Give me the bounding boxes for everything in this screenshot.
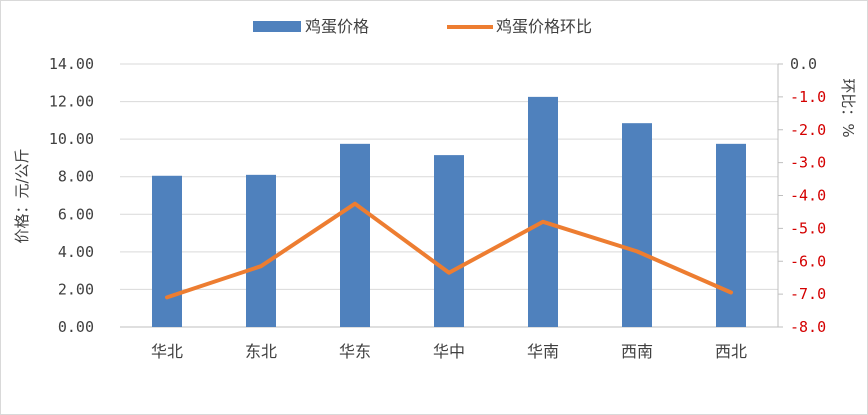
bar-series bbox=[152, 96, 746, 327]
category-label: 华北 bbox=[151, 342, 183, 361]
bar bbox=[528, 96, 558, 327]
line-series bbox=[165, 201, 733, 300]
line-point bbox=[259, 264, 263, 268]
legend: 鸡蛋价格 鸡蛋价格环比 bbox=[253, 17, 592, 36]
left-tick-label: 10.00 bbox=[49, 130, 94, 148]
category-label: 西北 bbox=[715, 342, 747, 361]
legend-swatch-bar bbox=[253, 21, 301, 32]
right-tick-label: -7.0 bbox=[790, 285, 826, 303]
left-tick-label: 8.00 bbox=[58, 168, 94, 186]
line-point bbox=[635, 249, 639, 253]
legend-label-line: 鸡蛋价格环比 bbox=[496, 17, 592, 36]
category-label: 东北 bbox=[245, 342, 277, 361]
legend-label-bar: 鸡蛋价格 bbox=[305, 17, 369, 36]
right-axis-ticks: -8.0 -7.0 -6.0 -5.0 -4.0 -3.0 -2.0 -1.0 0.0 bbox=[778, 55, 826, 336]
bar bbox=[340, 143, 370, 327]
line-point bbox=[353, 202, 357, 206]
line-point bbox=[447, 271, 451, 275]
bar bbox=[622, 123, 652, 327]
bar bbox=[152, 175, 182, 327]
bar bbox=[434, 155, 464, 327]
left-tick-label: 0.00 bbox=[58, 318, 94, 336]
category-axis-labels: 华北 东北 华东 华中 华南 西南 西北 bbox=[151, 342, 747, 361]
category-label: 西南 bbox=[621, 342, 653, 361]
left-tick-label: 14.00 bbox=[49, 55, 94, 73]
right-tick-label: -3.0 bbox=[790, 154, 826, 172]
category-label: 华东 bbox=[339, 342, 371, 361]
line-point bbox=[729, 290, 733, 294]
left-tick-label: 12.00 bbox=[49, 93, 94, 111]
left-tick-label: 4.00 bbox=[58, 243, 94, 261]
left-tick-label: 2.00 bbox=[58, 280, 94, 298]
bar bbox=[246, 174, 276, 327]
left-tick-label: 6.00 bbox=[58, 205, 94, 223]
right-tick-label: 0.0 bbox=[790, 55, 817, 73]
left-axis-title: 价格：元/公斤 bbox=[13, 148, 31, 243]
right-tick-label: -8.0 bbox=[790, 318, 826, 336]
category-label: 华南 bbox=[527, 342, 559, 361]
right-tick-label: -2.0 bbox=[790, 121, 826, 139]
left-axis-ticks: 0.00 2.00 4.00 6.00 8.00 10.00 12.00 14.00 bbox=[49, 55, 94, 336]
bar bbox=[716, 143, 746, 327]
line-point bbox=[541, 220, 545, 224]
right-axis-title: 环比：% bbox=[839, 78, 857, 137]
category-label: 华中 bbox=[433, 342, 465, 361]
right-tick-label: -5.0 bbox=[790, 219, 826, 237]
right-tick-label: -4.0 bbox=[790, 187, 826, 205]
line-point bbox=[165, 295, 169, 299]
right-tick-label: -1.0 bbox=[790, 88, 826, 106]
right-tick-label: -6.0 bbox=[790, 252, 826, 270]
